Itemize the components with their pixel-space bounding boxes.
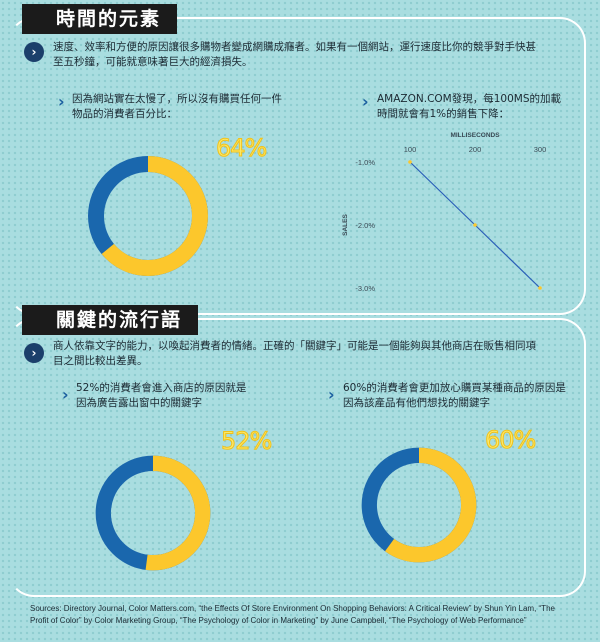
chevron-right-icon: › bbox=[362, 92, 369, 111]
x-axis-label: MILLISECONDS bbox=[450, 132, 500, 139]
donut-chart-64 bbox=[88, 156, 208, 276]
x-tick-label: 100 bbox=[404, 145, 417, 154]
section1-item1-text: 因為網站實在太慢了，所以沒有購買任何一件物品的消費者百分比： bbox=[72, 93, 282, 120]
y-tick-label: -2.0% bbox=[355, 221, 375, 230]
percent-60: 60% bbox=[484, 426, 536, 455]
section2-item2-text: 60%的消費者會更加放心購買某種商品的原因是因為該產品有他們想找的關鍵字 bbox=[343, 382, 566, 409]
section1-item2-text: AMAZON.COM發現，每100MS的加載時間就會有1%的銷售下降： bbox=[377, 93, 561, 120]
y-tick-label: -1.0% bbox=[355, 158, 375, 167]
donut-chart-60 bbox=[361, 447, 477, 563]
x-tick-label: 300 bbox=[534, 145, 547, 154]
section2-item1-text: 52%的消費者會進入商店的原因就是因為廣告露出窗中的關鍵字 bbox=[76, 382, 247, 409]
section1-title: 時間的元素 bbox=[22, 4, 178, 34]
chevron-right-icon: › bbox=[24, 343, 44, 363]
section1-intro: 速度、效率和方便的原因讓很多購物者變成網購成癮者。如果有一個網站，運行速度比你的… bbox=[53, 41, 536, 68]
donut-percent-segment bbox=[88, 156, 208, 276]
chevron-right-icon: › bbox=[58, 92, 65, 111]
data-point bbox=[538, 286, 542, 290]
chevron-right-icon: › bbox=[62, 385, 69, 404]
donut-percent-segment bbox=[95, 455, 211, 571]
line-chart: MILLISECONDS 100 200 300 -1.0% -2.0% -3.0% SALE… bbox=[342, 132, 547, 293]
sources-text: Sources: Directory Journal, Color Matter… bbox=[30, 604, 555, 625]
percent-64: 64% bbox=[215, 134, 267, 163]
data-point bbox=[473, 223, 477, 227]
section2-title: 關鍵的流行語 bbox=[22, 305, 199, 335]
y-tick-label: -3.0% bbox=[355, 284, 375, 293]
y-axis-label: SALES bbox=[342, 214, 349, 236]
donut-chart-52 bbox=[95, 455, 211, 571]
x-tick-label: 200 bbox=[469, 145, 482, 154]
frame-section2 bbox=[8, 318, 586, 597]
percent-52: 52% bbox=[220, 427, 272, 456]
frame-section1 bbox=[8, 17, 586, 315]
data-point bbox=[408, 160, 412, 164]
section2-intro: 商人依靠文字的能力，以喚起消費者的情緒。正確的「關鍵字」可能是一個能夠與其他商店… bbox=[53, 340, 536, 367]
chevron-right-icon: › bbox=[328, 385, 335, 404]
donut-percent-segment bbox=[361, 447, 477, 563]
chevron-right-icon: › bbox=[24, 42, 44, 62]
